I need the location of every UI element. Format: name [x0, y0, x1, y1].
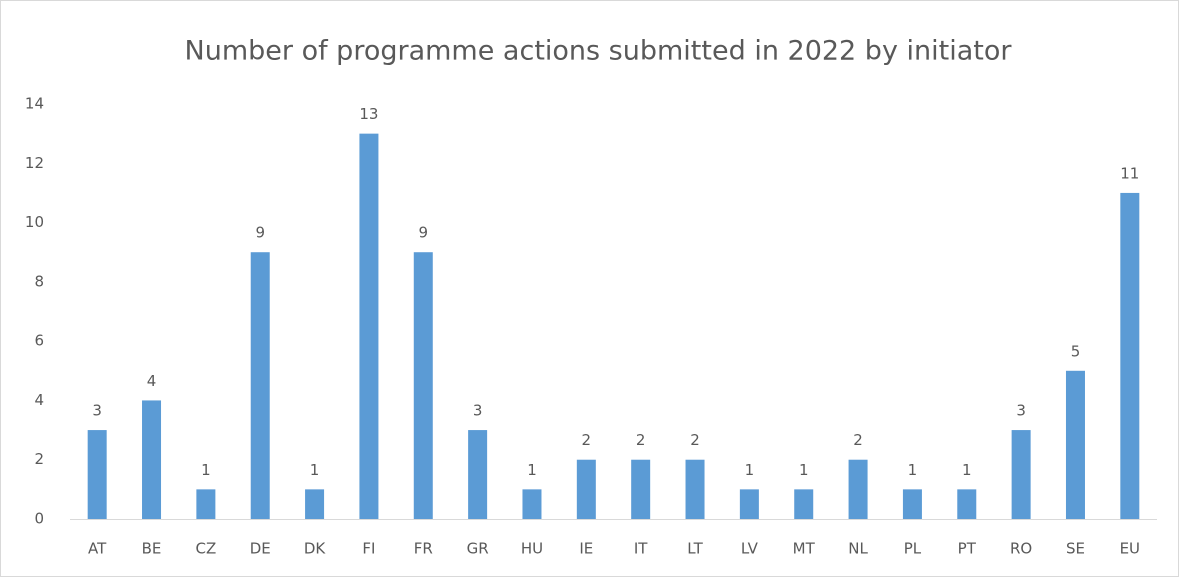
- x-tick-label: HU: [521, 540, 543, 558]
- bar: [739, 489, 759, 519]
- y-tick-label: 2: [34, 450, 44, 468]
- bar: [1120, 192, 1140, 519]
- data-label: 9: [419, 224, 429, 242]
- y-tick-label: 12: [25, 154, 44, 172]
- bar: [359, 133, 379, 519]
- data-label: 1: [527, 461, 537, 479]
- bar: [196, 489, 216, 519]
- x-tick-label: DE: [250, 540, 271, 558]
- y-tick-label: 10: [25, 213, 44, 231]
- data-label: 3: [1016, 402, 1026, 420]
- x-tick-label: EU: [1120, 540, 1140, 558]
- x-tick-label: CZ: [196, 540, 217, 558]
- data-label: 3: [92, 402, 102, 420]
- data-label: 11: [1120, 164, 1139, 182]
- bar: [576, 459, 596, 519]
- bar: [957, 489, 977, 519]
- bar: [87, 430, 107, 519]
- bar: [685, 459, 705, 519]
- x-tick-label: LT: [687, 540, 703, 558]
- x-tick-label: RO: [1010, 540, 1032, 558]
- y-tick-label: 14: [25, 95, 44, 113]
- bar: [250, 252, 270, 519]
- x-tick-label: PL: [904, 540, 922, 558]
- data-label: 1: [962, 461, 972, 479]
- data-label: 1: [201, 461, 211, 479]
- data-label: 5: [1071, 342, 1081, 360]
- data-label: 1: [745, 461, 755, 479]
- x-tick-label: FR: [414, 540, 433, 558]
- data-label: 9: [255, 224, 265, 242]
- bar: [1011, 430, 1031, 519]
- bar: [142, 400, 162, 519]
- x-tick-label: AT: [88, 540, 107, 558]
- bar: [413, 252, 433, 519]
- y-tick-label: 6: [34, 332, 44, 350]
- data-label: 2: [636, 431, 646, 449]
- data-label: 4: [147, 372, 157, 390]
- x-tick-label: GR: [467, 540, 489, 558]
- x-tick-label: IE: [579, 540, 593, 558]
- x-tick-label: IT: [634, 540, 648, 558]
- bar: [631, 459, 651, 519]
- data-label: 3: [473, 402, 483, 420]
- bar: [1065, 370, 1085, 519]
- bar: [794, 489, 814, 519]
- x-tick-label: FI: [362, 540, 375, 558]
- chart-title: Number of programme actions submitted in…: [185, 36, 1013, 67]
- x-tick-label: SE: [1066, 540, 1085, 558]
- bar: [305, 489, 325, 519]
- data-label: 1: [310, 461, 320, 479]
- data-label: 1: [908, 461, 918, 479]
- data-label: 2: [853, 431, 863, 449]
- x-tick-label: PT: [958, 540, 977, 558]
- bar: [848, 459, 868, 519]
- data-label: 2: [582, 431, 592, 449]
- x-tick-label: NL: [848, 540, 868, 558]
- y-tick-label: 0: [34, 510, 44, 528]
- bar: [522, 489, 542, 519]
- data-label: 13: [359, 105, 378, 123]
- bar: [902, 489, 922, 519]
- data-label: 1: [799, 461, 809, 479]
- bar: [468, 430, 488, 519]
- y-tick-label: 4: [34, 391, 44, 409]
- x-tick-label: LV: [741, 540, 759, 558]
- x-tick-label: MT: [793, 540, 816, 558]
- x-tick-label: DK: [304, 540, 327, 558]
- data-label: 2: [690, 431, 700, 449]
- x-tick-label: BE: [142, 540, 162, 558]
- y-tick-label: 8: [34, 272, 44, 290]
